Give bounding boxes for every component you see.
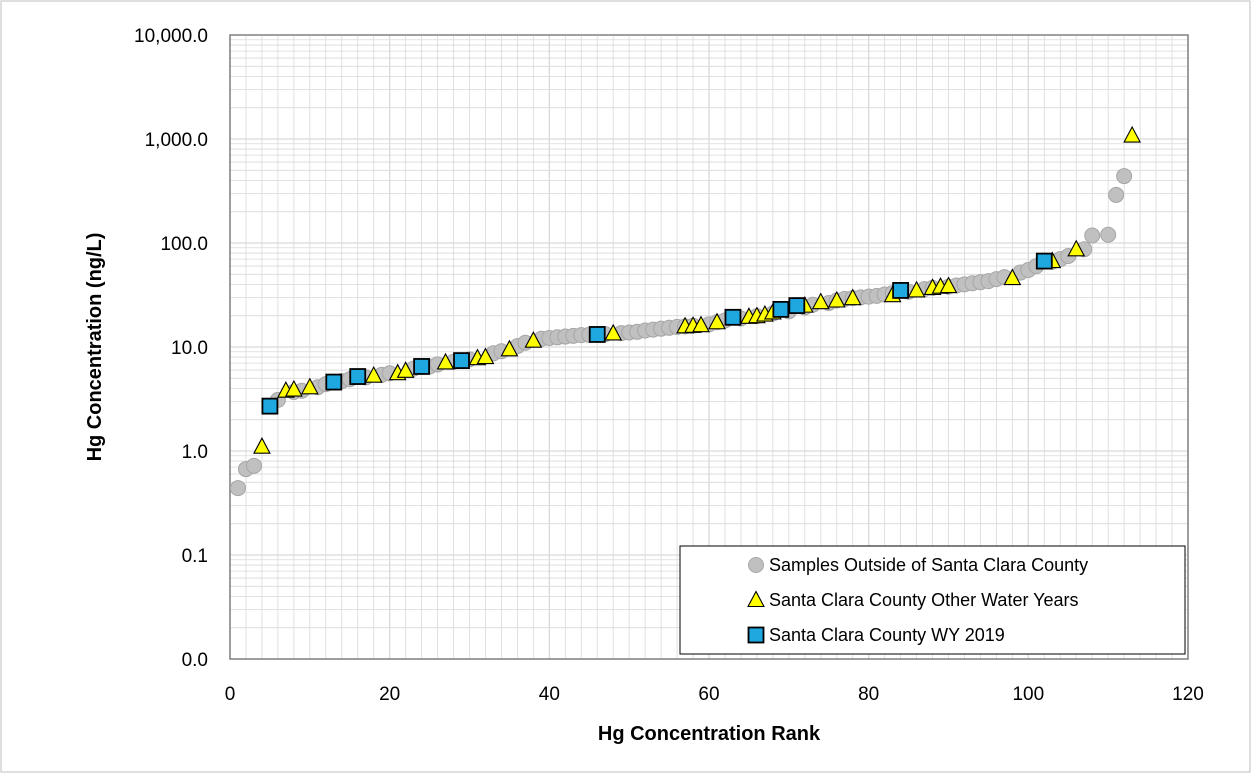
data-point-triangle <box>364 366 383 383</box>
data-point-circle <box>1108 186 1125 203</box>
data-point-triangle <box>500 339 519 357</box>
data-point-triangle <box>436 352 455 370</box>
legend-marker-circle <box>748 557 764 573</box>
data-point-triangle <box>476 347 495 365</box>
series-triangle <box>253 125 1142 454</box>
data-point-square <box>892 282 909 299</box>
y-tick-label: 10,000.0 <box>134 26 208 47</box>
data-point-triangle <box>396 361 415 378</box>
legend-item: Santa Clara County Other Water Years <box>747 590 1079 610</box>
data-point-square <box>724 308 742 326</box>
data-point-square <box>788 297 806 315</box>
data-point-triangle <box>811 292 830 310</box>
data-point-triangle <box>253 437 271 454</box>
x-tick-label: 20 <box>379 684 400 705</box>
data-point-triangle <box>300 377 319 395</box>
data-point-triangle <box>284 379 303 397</box>
tick-labels: 0 20 40 60 80 100 120 0.0 0.1 1.0 10.0 100.0 1,000.0… <box>134 26 1204 705</box>
data-point-triangle <box>827 290 846 308</box>
data-point-triangle <box>1123 125 1142 143</box>
x-tick-label: 100 <box>1012 684 1044 705</box>
data-point-circle <box>1116 168 1133 185</box>
x-tick-label: 40 <box>539 684 560 705</box>
y-tick-label: 0.1 <box>182 546 208 567</box>
series-square <box>261 252 1053 415</box>
y-tick-label: 1,000.0 <box>145 130 208 151</box>
x-tick-label: 120 <box>1172 684 1204 705</box>
data-point-square <box>413 358 431 375</box>
x-tick-label: 60 <box>698 684 719 705</box>
y-tick-label: 1.0 <box>182 442 208 463</box>
data-point-circle <box>229 480 246 497</box>
legend: Samples Outside of Santa Clara County San… <box>679 545 1186 655</box>
data-point-circle <box>1084 227 1101 244</box>
x-tick-label: 80 <box>858 684 879 705</box>
data-point-square <box>261 397 279 415</box>
data-point-circle <box>245 457 262 474</box>
data-point-circle <box>1100 226 1117 243</box>
x-tick-label: 0 <box>225 684 236 705</box>
plot-area-border <box>229 34 1189 660</box>
legend-label: Santa Clara County WY 2019 <box>769 625 1005 645</box>
legend-items: Samples Outside of Santa Clara County San… <box>747 555 1088 645</box>
data-point-square <box>325 373 343 391</box>
data-point-triangle <box>1003 268 1022 286</box>
legend-label: Samples Outside of Santa Clara County <box>769 555 1088 575</box>
data-point-triangle <box>692 315 710 333</box>
data-point-square <box>349 368 367 385</box>
data-point-square <box>588 326 606 343</box>
x-axis-title: Hg Concentration Rank <box>598 723 821 745</box>
legend-item: Santa Clara County WY 2019 <box>747 625 1005 645</box>
data-point-triangle <box>939 276 958 294</box>
data-point-triangle <box>524 331 543 348</box>
y-axis-title: Hg Concentration (ng/L) <box>84 233 106 462</box>
data-point-triangle <box>1067 239 1086 257</box>
data-point-triangle <box>907 280 926 298</box>
legend-label: Santa Clara County Other Water Years <box>769 590 1079 610</box>
legend-item: Samples Outside of Santa Clara County <box>748 555 1088 575</box>
data-point-square <box>453 352 470 369</box>
legend-marker-triangle <box>747 590 765 608</box>
y-tick-label: 100.0 <box>160 234 208 255</box>
y-tick-label: 0.0 <box>182 650 208 671</box>
y-tick-label: 10.0 <box>171 338 208 359</box>
data-point-square <box>1035 252 1053 270</box>
data-point-triangle <box>604 323 623 341</box>
data-points <box>229 125 1142 497</box>
data-point-triangle <box>843 288 862 306</box>
legend-marker-square <box>747 626 765 644</box>
data-point-triangle <box>708 312 726 330</box>
data-point-square <box>772 300 790 318</box>
